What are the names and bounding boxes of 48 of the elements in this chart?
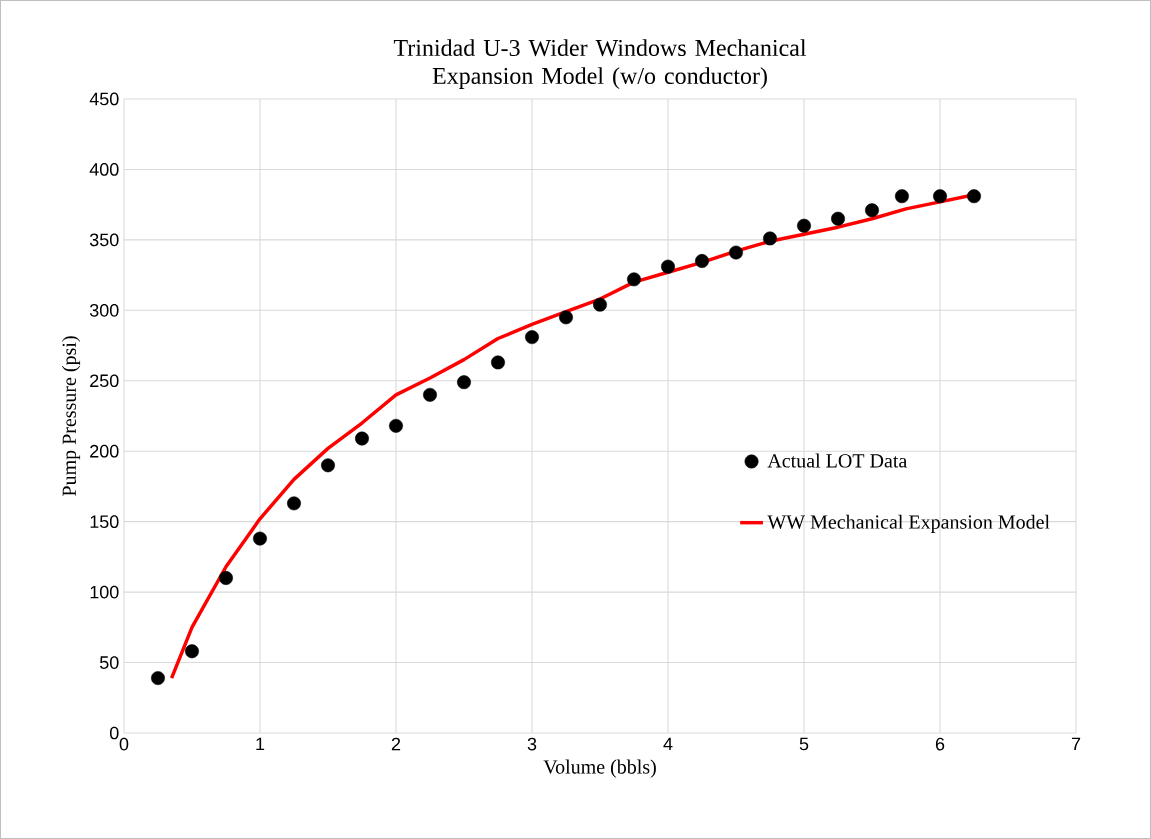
point: [151, 671, 165, 685]
legend-label: Actual LOT Data: [767, 453, 908, 468]
y-tick-label: 100: [90, 585, 119, 599]
legend-label: WW Mechanical Expansion Model: [767, 514, 1050, 533]
x-tick-label: 4: [663, 737, 673, 751]
point: [355, 431, 369, 446]
point: [894, 189, 909, 204]
point: [253, 531, 267, 546]
x-tick-label: 5: [799, 737, 809, 751]
y-tick-label: 250: [90, 374, 119, 388]
point: [287, 496, 301, 511]
point: [831, 211, 845, 226]
y-tick-label: 300: [89, 303, 119, 317]
x-axis-title: Volume (bbls): [543, 759, 656, 778]
y-tick-label: 50: [99, 656, 119, 669]
y-tick-label: 150: [90, 515, 119, 529]
point: [967, 189, 981, 204]
point: [695, 254, 709, 268]
x-tick-label: 0: [119, 737, 129, 751]
y-axis-title: Pump Pressure (psi): [61, 336, 81, 496]
point: [219, 571, 233, 585]
point: [457, 375, 471, 390]
y-tick-label: 400: [89, 163, 119, 176]
point: [423, 387, 437, 402]
y-tick-label: 450: [89, 92, 119, 106]
y-tick-label: 350: [89, 233, 119, 247]
point: [321, 458, 335, 473]
point: [933, 189, 947, 204]
point: [661, 259, 675, 274]
y-tick-label: 200: [90, 444, 119, 458]
y-tick-label: 0: [109, 726, 119, 740]
point: [627, 272, 641, 287]
point: [389, 418, 403, 433]
point: [185, 644, 199, 659]
point: [729, 245, 743, 260]
x-tick-label: 6: [935, 737, 945, 751]
chart-title: Trinidad U-3 Wider Windows Mechanical Expansion Model (w/o conductor): [393, 39, 807, 89]
point: [559, 310, 573, 325]
x-tick-label: 2: [391, 737, 401, 751]
point: [525, 330, 539, 345]
x-tick-label: 3: [527, 737, 537, 751]
point: [593, 297, 607, 312]
point: [797, 218, 811, 233]
point: [491, 355, 505, 370]
point: [865, 203, 879, 218]
x-tick-label: 7: [1071, 737, 1081, 751]
point: [763, 231, 777, 246]
x-tick-label: 1: [256, 737, 265, 751]
